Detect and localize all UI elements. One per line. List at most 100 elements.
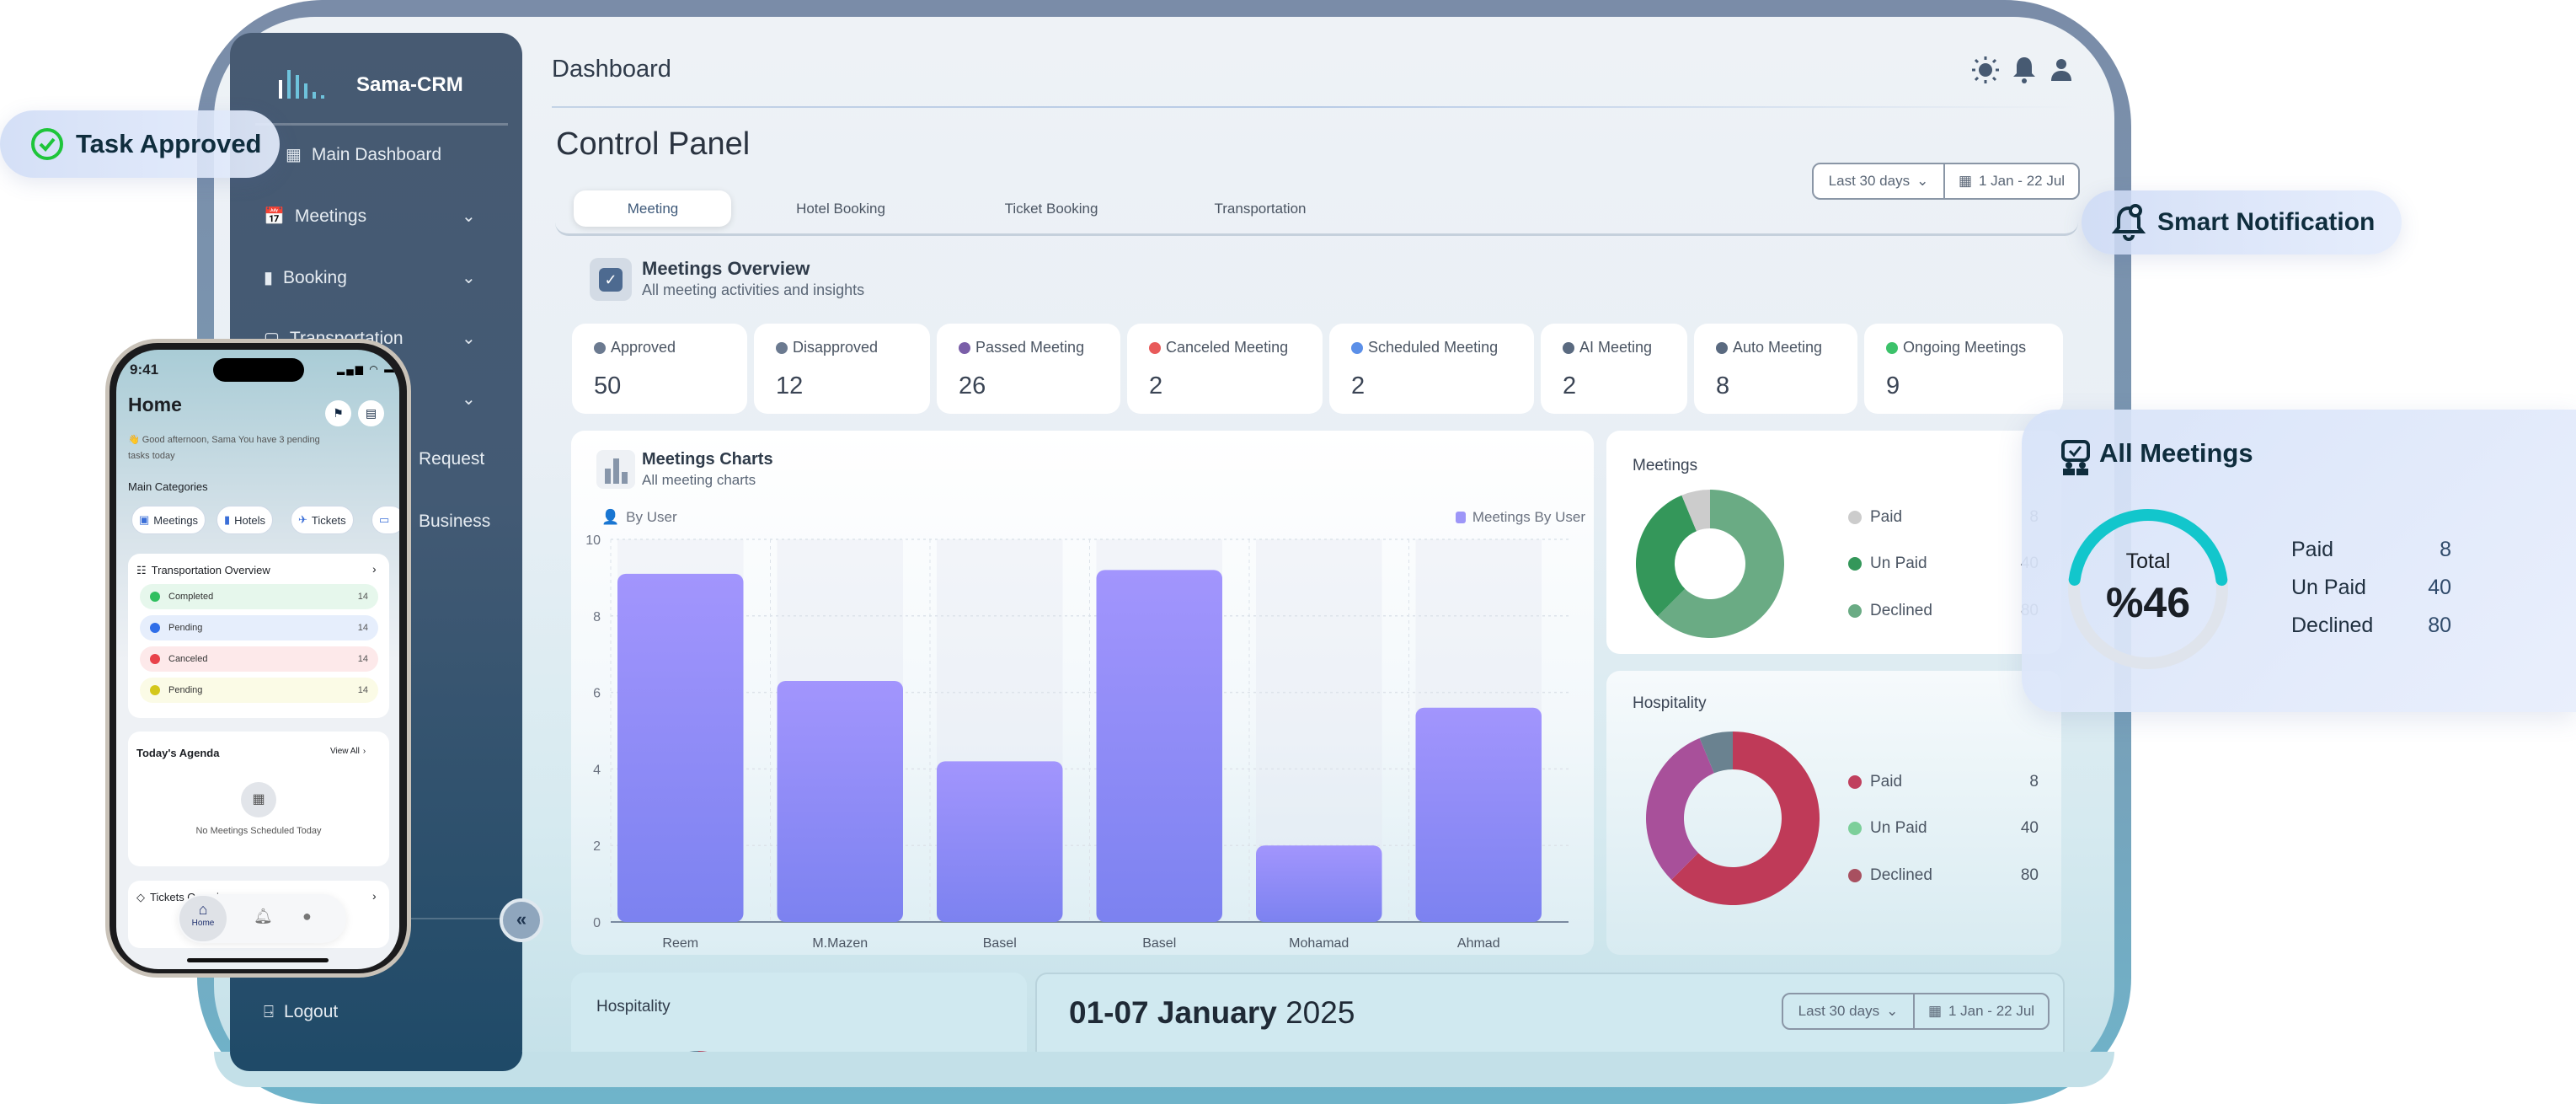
logout-button[interactable]: ⍈ Logout: [264, 1002, 339, 1021]
date-button[interactable]: ▦ 1 Jan - 22 Jul: [1927, 1003, 2035, 1019]
week-date-picker[interactable]: Last 30 days ⌄ ▦ 1 Jan - 22 Jul: [1782, 993, 2050, 1030]
all-meetings-value: 8: [2440, 538, 2451, 561]
sidebar-item-booking[interactable]: ▮ Booking: [264, 267, 347, 288]
legend-item: Un Paid: [1848, 819, 1927, 838]
stat-card[interactable]: Scheduled Meeting 2: [1329, 324, 1534, 414]
bell-icon[interactable]: [2012, 56, 2037, 84]
meetings-donut-chart: [1636, 490, 1784, 638]
hotel-icon: ▮: [224, 513, 231, 526]
status-icon: [150, 685, 160, 695]
transport-status-row[interactable]: Canceled 14: [140, 646, 378, 672]
stat-card[interactable]: Disapproved 12: [754, 324, 930, 414]
calendar-icon: ▦: [241, 782, 276, 817]
logo-icon: [279, 70, 324, 99]
stat-card[interactable]: Passed Meeting 26: [937, 324, 1120, 414]
sidebar-item-main-dashboard[interactable]: ▦ Main Dashboard: [286, 144, 441, 165]
transport-status-row[interactable]: Pending 14: [140, 678, 378, 703]
thumbs-down-icon: [776, 341, 788, 354]
calendar-check-icon: ✓: [590, 258, 632, 301]
overview-title: Meetings Overview: [642, 258, 810, 279]
logout-icon: ⍈: [264, 1002, 274, 1021]
ai-icon: [1563, 341, 1574, 354]
donut-slice[interactable]: [1636, 495, 1697, 617]
chevron-down-icon[interactable]: ⌄: [462, 269, 476, 287]
agenda-card: Today's Agenda View All › ▦ No Meetings S…: [128, 732, 389, 866]
stat-value: 8: [1716, 372, 1730, 399]
chevron-down-icon: ⌄: [1886, 1003, 1899, 1019]
category-meetings[interactable]: ▣ Meetings: [131, 506, 206, 534]
grid-icon: ▦: [286, 146, 302, 164]
meeting-screen-icon: [2061, 440, 2090, 475]
transport-status-row[interactable]: Pending 14: [140, 615, 378, 640]
donut-slice[interactable]: [1646, 737, 1714, 880]
range-select[interactable]: Last 30 days ⌄: [1814, 164, 1945, 198]
category-transport[interactable]: ▭: [371, 506, 399, 534]
date-range-picker[interactable]: Last 30 days ⌄ ▦ 1 Jan - 22 Jul: [1812, 163, 2080, 200]
user-icon[interactable]: [2050, 57, 2072, 83]
stat-card[interactable]: AI Meeting 2: [1541, 324, 1687, 414]
bar[interactable]: [1256, 845, 1382, 922]
stat-label: Scheduled Meeting: [1368, 339, 1499, 356]
meetings-bar-chart: 0 2 4 6 8 10 Reem M.Mazen Basel Basel Mohamad Ahmad: [585, 533, 1569, 951]
bar[interactable]: [777, 680, 904, 922]
all-meetings-label: Paid: [2291, 538, 2334, 561]
charts-title: Meetings Charts: [642, 450, 773, 469]
list-icon: ☷: [136, 564, 147, 576]
stat-card[interactable]: Canceled Meeting 2: [1127, 324, 1323, 414]
category-hotels[interactable]: ▮ Hotels: [216, 506, 274, 534]
bar[interactable]: [1415, 707, 1542, 922]
bar[interactable]: [937, 761, 1063, 922]
stat-label: Canceled Meeting: [1166, 339, 1289, 356]
status-icon: [150, 592, 160, 602]
dynamic-island: [213, 358, 304, 382]
chevron-down-icon[interactable]: ⌄: [462, 390, 476, 409]
legend-dot: [1848, 604, 1862, 618]
transport-overview-card[interactable]: ☷ Transportation Overview › Completed 14 Pe…: [128, 554, 389, 718]
stat-card[interactable]: Auto Meeting 8: [1694, 324, 1857, 414]
brand-name: Sama-CRM: [356, 73, 463, 96]
donut-slice[interactable]: [1657, 490, 1784, 638]
transport-status-row[interactable]: Completed 14: [140, 584, 378, 609]
bar[interactable]: [1096, 570, 1223, 922]
tab-meeting[interactable]: Meeting: [627, 201, 679, 217]
donut-slice[interactable]: [1699, 732, 1733, 774]
stat-label: Passed Meeting: [975, 339, 1085, 356]
chevron-right-icon[interactable]: ›: [372, 562, 377, 576]
sidebar-divider: [255, 123, 508, 126]
chevron-right-icon[interactable]: ›: [372, 889, 377, 903]
tab-hotel-booking[interactable]: Hotel Booking: [796, 201, 885, 217]
sidebar-item-meetings[interactable]: 📅 Meetings: [264, 206, 367, 227]
stat-value: 50: [594, 372, 622, 399]
donut-slice[interactable]: [1681, 490, 1710, 532]
sidebar-item-business[interactable]: Business: [419, 512, 491, 531]
range-select[interactable]: Last 30 days ⌄: [1783, 994, 1915, 1028]
tab-transportation[interactable]: Transportation: [1214, 201, 1307, 217]
screen-bottom-bezel: [214, 1052, 2114, 1087]
chevron-down-icon[interactable]: ⌄: [462, 207, 476, 226]
stat-card[interactable]: Approved 50: [572, 324, 747, 414]
bar[interactable]: [617, 573, 744, 922]
sidebar-item-request[interactable]: Request: [419, 449, 485, 469]
greeting: 👋 Good afternoon, Sama You have 3 pendin…: [128, 435, 320, 445]
donut-slice[interactable]: [1671, 732, 1820, 905]
view-all-link[interactable]: View All ›: [330, 747, 366, 756]
smart-notification-toast: Smart Notification: [2082, 190, 2402, 255]
notes-icon[interactable]: ▤: [358, 400, 384, 426]
nav-home[interactable]: ⌂ Home: [179, 896, 227, 941]
sun-icon[interactable]: [1971, 56, 2000, 84]
stat-value: 2: [1563, 372, 1577, 399]
week-card: 01-07 January 2025 Last 30 days ⌄ ▦ 1 Jan …: [1035, 973, 2065, 1053]
stat-card[interactable]: Ongoing Meetings 9: [1864, 324, 2063, 414]
chevron-down-icon[interactable]: ⌄: [462, 330, 476, 348]
x-tick-label: Reem: [662, 936, 698, 951]
chevrons-left-icon[interactable]: «: [500, 898, 543, 942]
category-tickets[interactable]: ✈ Tickets: [291, 506, 354, 534]
date-button[interactable]: ▦ 1 Jan - 22 Jul: [1958, 173, 2066, 189]
x-tick-label: Basel: [983, 936, 1017, 951]
nav-bell-icon[interactable]: 🔔︎: [254, 908, 273, 924]
tab-ticket-booking[interactable]: Ticket Booking: [1004, 201, 1098, 217]
x-tick-label: Mohamad: [1289, 936, 1349, 951]
nav-user-icon[interactable]: ●: [302, 908, 312, 924]
by-user-filter[interactable]: 👤 By User: [601, 509, 677, 525]
translate-icon[interactable]: ⚑: [325, 400, 351, 426]
